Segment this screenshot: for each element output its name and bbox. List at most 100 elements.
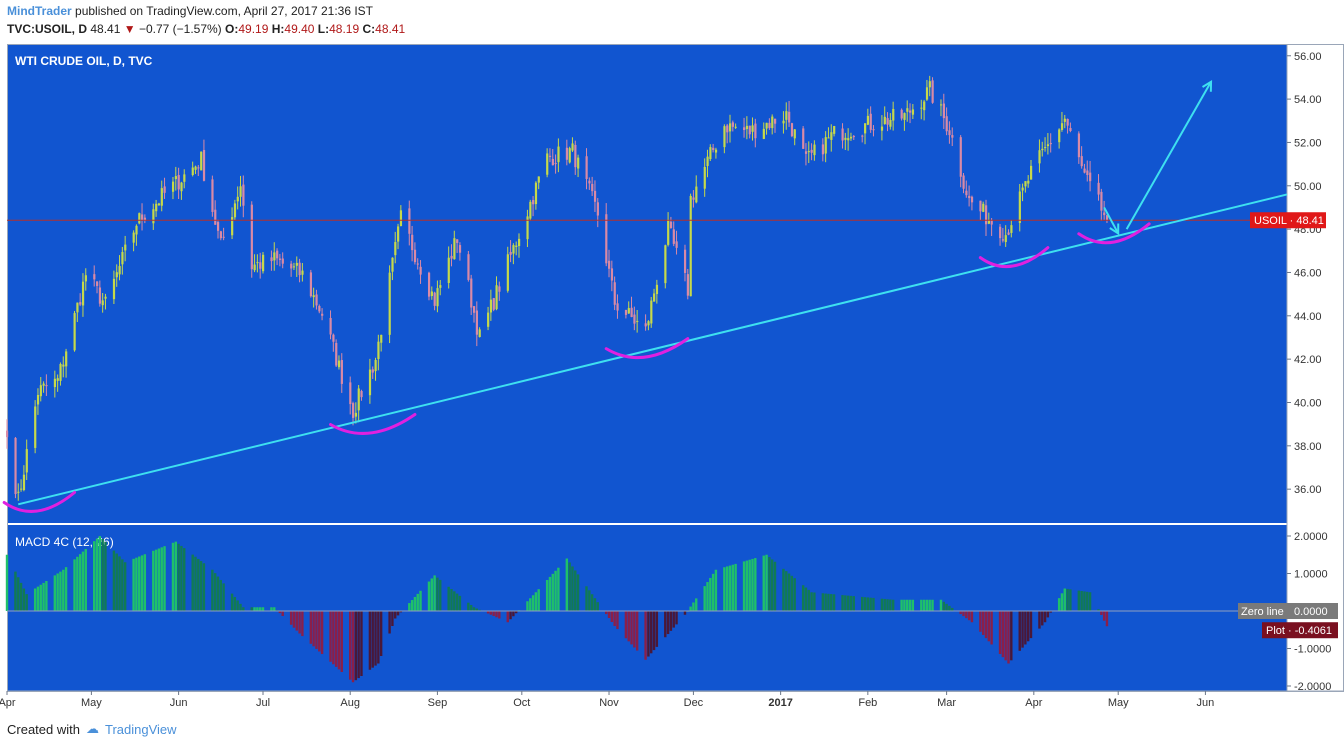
candle-body xyxy=(377,341,380,359)
macd-bar xyxy=(613,611,616,626)
candle-body xyxy=(585,156,588,179)
macd-bar xyxy=(132,558,135,611)
macd-bar xyxy=(509,611,512,620)
created-with-text: Created with xyxy=(7,721,80,737)
candle-body xyxy=(138,213,141,224)
candle-body xyxy=(262,254,265,272)
candle-body xyxy=(754,123,757,139)
candle-body xyxy=(1069,127,1072,131)
macd-bar xyxy=(270,607,273,611)
candle-body xyxy=(371,369,374,373)
macd-bar xyxy=(408,603,411,611)
plot-value-label: Plot · -0.4061 xyxy=(1266,625,1332,637)
macd-bar xyxy=(93,541,96,611)
macd-bar xyxy=(56,573,59,611)
macd-bar xyxy=(872,597,875,611)
candle-body xyxy=(644,323,647,327)
candle-body xyxy=(965,190,968,196)
macd-bar xyxy=(1004,611,1007,661)
symbol-name: TVC:USOIL, D xyxy=(7,22,87,36)
macd-bar xyxy=(258,607,262,611)
candle-body xyxy=(683,249,687,273)
macd-bar xyxy=(846,595,850,611)
candle-body xyxy=(574,144,577,168)
macd-bar xyxy=(1024,611,1027,645)
candle-body xyxy=(309,272,313,297)
candle-body xyxy=(321,313,324,316)
candle-body xyxy=(278,258,282,260)
macd-bar xyxy=(5,554,9,611)
macd-bar xyxy=(115,553,118,611)
open-label: O: xyxy=(225,22,239,36)
candle-body xyxy=(487,312,490,327)
candle-body xyxy=(923,101,926,111)
candle-body xyxy=(613,282,616,305)
candle-body xyxy=(788,111,791,123)
macd-bar xyxy=(593,598,597,611)
pullback-arrow xyxy=(1103,206,1120,234)
macd-bar xyxy=(1057,598,1061,611)
macd-bar xyxy=(22,588,26,611)
author-name[interactable]: MindTrader xyxy=(7,4,72,18)
candle-body xyxy=(909,110,912,113)
macd-bar xyxy=(647,611,650,657)
candle-body xyxy=(259,262,262,269)
candle-body xyxy=(495,285,498,310)
open-value: 49.19 xyxy=(238,22,269,36)
macd-bar xyxy=(813,592,816,611)
candle-body xyxy=(329,317,332,335)
macd-bar xyxy=(1043,611,1047,623)
macd-bar xyxy=(332,611,335,665)
candle-body xyxy=(1004,235,1007,243)
candle-body xyxy=(939,104,943,106)
candle-body xyxy=(762,128,765,139)
candle-body xyxy=(93,274,96,280)
candle-body xyxy=(112,278,116,300)
candle-body xyxy=(959,137,962,177)
macd-title: MACD 4C (12, 26) xyxy=(15,535,114,549)
candle-body xyxy=(771,116,774,129)
macd-bar xyxy=(377,611,380,664)
candle-body xyxy=(436,288,439,307)
candle-body xyxy=(546,153,549,175)
candle-body xyxy=(236,196,239,202)
candle-body xyxy=(22,474,26,491)
macd-bar xyxy=(489,611,493,615)
candle-body xyxy=(59,364,62,381)
time-axis-tick-label: 2017 xyxy=(768,697,792,709)
macd-bar xyxy=(827,593,830,611)
macd-bar xyxy=(1077,590,1081,611)
macd-bar xyxy=(19,582,23,611)
macd-bar xyxy=(36,586,40,611)
macd-bar xyxy=(506,611,509,623)
macd-bar xyxy=(1060,593,1064,611)
candle-body xyxy=(928,81,931,88)
macd-bar xyxy=(861,596,864,611)
macd-bar xyxy=(692,602,695,611)
macd-bar xyxy=(635,611,639,651)
candle-body xyxy=(368,369,372,396)
macd-axis-tick-label: 1.0000 xyxy=(1294,569,1328,581)
last-price-label-bg xyxy=(1250,212,1326,229)
highlighted-low-arc xyxy=(329,412,417,435)
macd-bar xyxy=(925,599,929,611)
macd-bar xyxy=(492,611,495,616)
candle-body xyxy=(945,116,948,132)
macd-bar xyxy=(239,603,242,611)
tradingview-cloud-icon[interactable]: ☁ xyxy=(85,721,99,736)
candle-body xyxy=(903,113,906,120)
candle-body xyxy=(824,137,827,154)
high-value: 49.40 xyxy=(284,22,315,36)
candle-body xyxy=(785,111,788,120)
macd-bar xyxy=(773,561,777,611)
candle-body xyxy=(470,278,473,308)
support-trendline xyxy=(18,193,1288,506)
macd-bar xyxy=(571,566,574,611)
candle-body xyxy=(782,120,785,124)
macd-bar xyxy=(320,611,324,655)
candle-body xyxy=(427,272,431,297)
tradingview-brand-link[interactable]: TradingView xyxy=(104,721,177,737)
candle-body xyxy=(554,163,557,165)
candle-body xyxy=(768,122,771,129)
